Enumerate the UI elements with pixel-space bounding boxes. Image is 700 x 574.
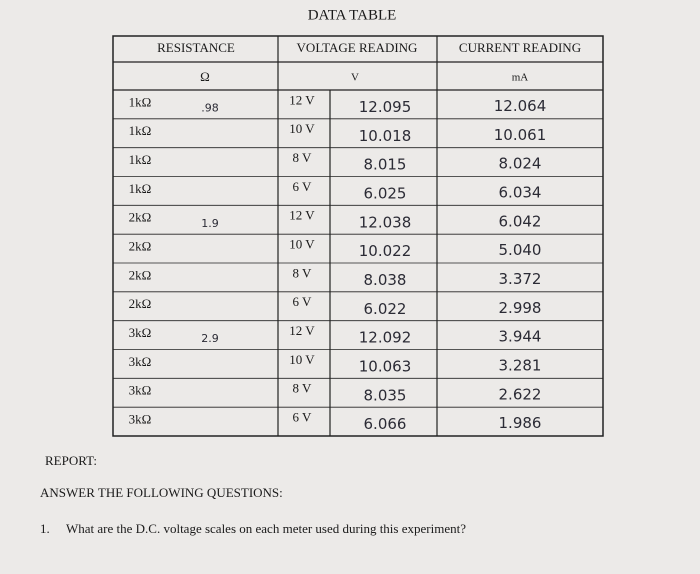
resistance: 2kΩ (129, 239, 152, 254)
voltage-setting: 12 V (289, 92, 315, 107)
voltage-setting: 10 V (289, 121, 315, 136)
current-reading: 5.040 (499, 241, 542, 259)
report-heading: REPORT: (45, 453, 97, 468)
resistance: 3kΩ (129, 325, 152, 340)
voltage-reading: 6.066 (364, 415, 407, 433)
voltage-setting: 8 V (293, 150, 313, 165)
resistance: 3kΩ (129, 412, 152, 427)
voltage-reading: 8.038 (364, 271, 407, 289)
current-reading: 12.064 (494, 97, 547, 115)
current-reading: 6.034 (499, 183, 542, 201)
voltage-setting: 10 V (289, 237, 315, 252)
resistance: 3kΩ (129, 383, 152, 398)
voltage-reading: 10.022 (359, 242, 412, 260)
measured-resistance: .98 (201, 101, 219, 114)
question-text: What are the D.C. voltage scales on each… (66, 521, 466, 536)
current-reading: 3.372 (499, 270, 542, 288)
current-reading: 1.986 (499, 414, 542, 432)
voltage-setting: 12 V (289, 208, 315, 223)
voltage-reading: 8.035 (364, 386, 407, 404)
header: CURRENT READING (459, 40, 581, 55)
current-reading: 2.622 (499, 385, 542, 403)
voltage-setting: 6 V (293, 410, 313, 425)
voltage-reading: 10.063 (359, 357, 412, 375)
resistance: 1kΩ (129, 152, 152, 167)
voltage-setting: 6 V (293, 294, 313, 309)
instruction: ANSWER THE FOLLOWING QUESTIONS: (40, 485, 283, 500)
resistance: 1kΩ (129, 94, 152, 109)
voltage-reading: 12.038 (359, 213, 412, 231)
voltage-setting: 8 V (293, 381, 313, 396)
resistance: 1kΩ (129, 123, 152, 138)
voltage-setting: 10 V (289, 352, 315, 367)
table-border (112, 35, 604, 437)
voltage-reading: 8.015 (364, 156, 407, 174)
unit: Ω (200, 69, 210, 84)
current-reading: 3.944 (499, 328, 542, 346)
voltage-setting: 6 V (293, 179, 313, 194)
voltage-reading: 6.025 (364, 184, 407, 202)
header: VOLTAGE READING (297, 40, 418, 55)
title: DATA TABLE (308, 7, 397, 23)
measured-resistance: 2.9 (201, 332, 219, 345)
current-reading: 8.024 (499, 155, 542, 173)
unit: V (351, 72, 359, 84)
voltage-setting: 8 V (293, 265, 313, 280)
header: RESISTANCE (157, 40, 235, 55)
question-number: 1. (40, 521, 50, 536)
unit: mA (512, 72, 529, 84)
current-reading: 6.042 (499, 212, 542, 230)
voltage-reading: 12.092 (359, 329, 412, 347)
measured-resistance: 1.9 (201, 217, 219, 230)
current-reading: 3.281 (499, 356, 542, 374)
voltage-setting: 12 V (289, 323, 315, 338)
resistance: 2kΩ (129, 210, 152, 225)
resistance: 1kΩ (129, 181, 152, 196)
resistance: 2kΩ (129, 267, 152, 282)
voltage-reading: 12.095 (359, 98, 412, 116)
current-reading: 2.998 (499, 299, 542, 317)
resistance: 2kΩ (129, 296, 152, 311)
resistance: 3kΩ (129, 354, 152, 369)
voltage-reading: 10.018 (359, 127, 412, 145)
current-reading: 10.061 (494, 126, 547, 144)
voltage-reading: 6.022 (364, 300, 407, 318)
